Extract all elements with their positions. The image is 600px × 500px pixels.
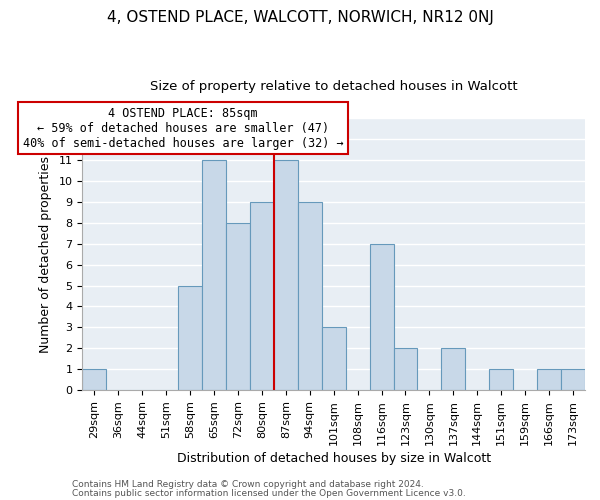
- Bar: [298, 202, 322, 390]
- Bar: [394, 348, 418, 391]
- Bar: [537, 370, 561, 390]
- Text: Contains public sector information licensed under the Open Government Licence v3: Contains public sector information licen…: [72, 488, 466, 498]
- Bar: [322, 328, 346, 390]
- Text: 4 OSTEND PLACE: 85sqm
← 59% of detached houses are smaller (47)
40% of semi-deta: 4 OSTEND PLACE: 85sqm ← 59% of detached …: [23, 107, 343, 150]
- Bar: [489, 370, 513, 390]
- Text: 4, OSTEND PLACE, WALCOTT, NORWICH, NR12 0NJ: 4, OSTEND PLACE, WALCOTT, NORWICH, NR12 …: [107, 10, 493, 25]
- X-axis label: Distribution of detached houses by size in Walcott: Distribution of detached houses by size …: [176, 452, 491, 465]
- Bar: [561, 370, 585, 390]
- Bar: [250, 202, 274, 390]
- Bar: [274, 160, 298, 390]
- Bar: [226, 222, 250, 390]
- Bar: [202, 160, 226, 390]
- Y-axis label: Number of detached properties: Number of detached properties: [38, 156, 52, 352]
- Title: Size of property relative to detached houses in Walcott: Size of property relative to detached ho…: [150, 80, 517, 93]
- Text: Contains HM Land Registry data © Crown copyright and database right 2024.: Contains HM Land Registry data © Crown c…: [72, 480, 424, 489]
- Bar: [178, 286, 202, 391]
- Bar: [370, 244, 394, 390]
- Bar: [442, 348, 466, 391]
- Bar: [82, 370, 106, 390]
